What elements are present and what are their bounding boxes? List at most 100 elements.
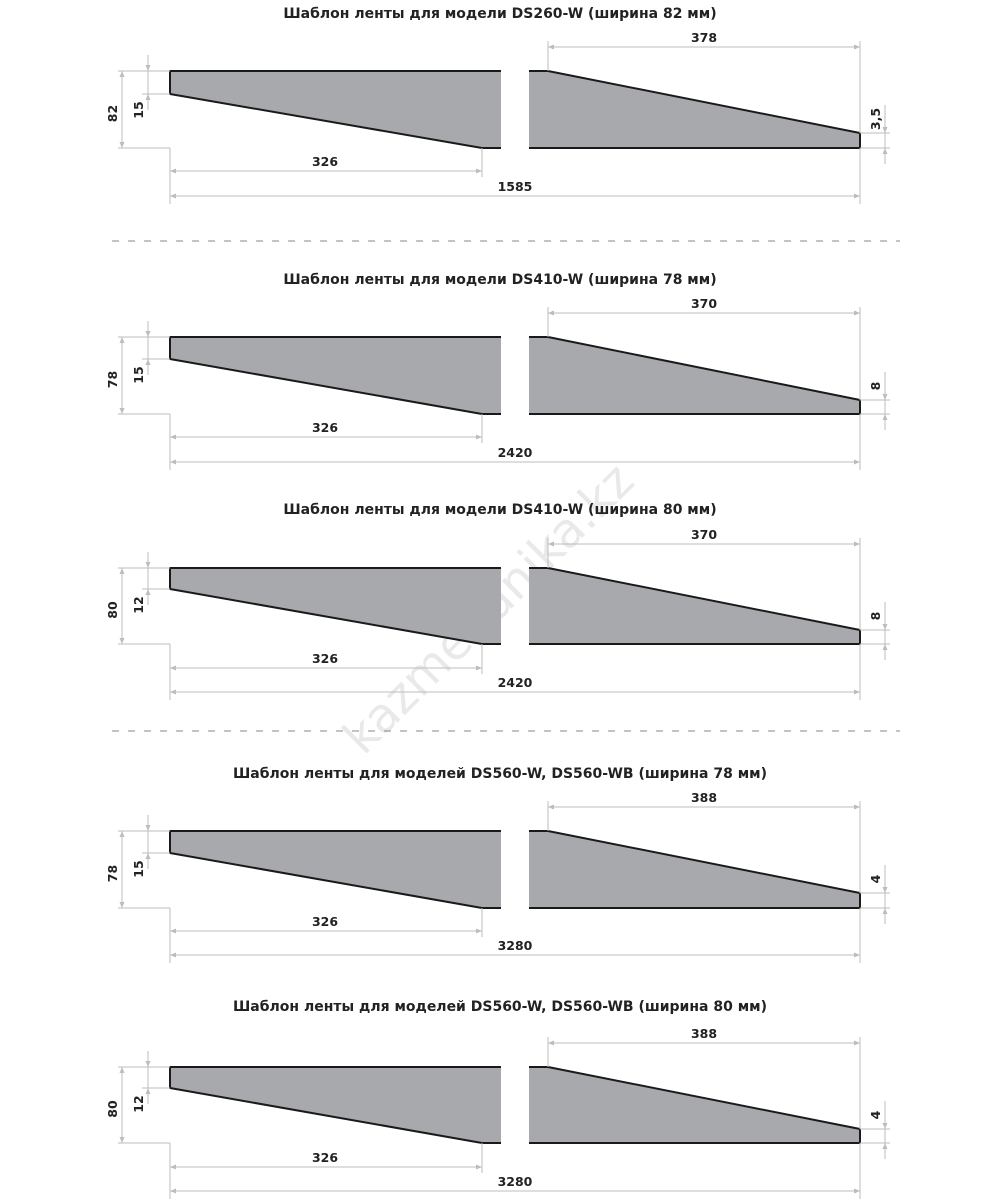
bottom-left-arrow-left bbox=[170, 1164, 176, 1170]
right-step-label: 4 bbox=[868, 874, 883, 883]
width-label: 80 bbox=[105, 1100, 120, 1118]
belt-left-part bbox=[170, 337, 501, 414]
total-arrow-right bbox=[854, 1188, 860, 1194]
bottom-left-arrow-left bbox=[170, 434, 176, 440]
total-arrow-left bbox=[170, 459, 176, 465]
bottom-left-arrow-right bbox=[476, 1164, 482, 1170]
top-right-arrow-right bbox=[854, 1040, 860, 1046]
belt-template-1: Шаблон ленты для модели DS260-W (ширина … bbox=[105, 6, 890, 204]
total-label: 3280 bbox=[498, 938, 533, 953]
right-step-arrow-top bbox=[882, 394, 888, 400]
total-label: 1585 bbox=[498, 179, 533, 194]
belt-template-2: Шаблон ленты для модели DS410-W (ширина … bbox=[105, 272, 890, 470]
left-step-arrow-bottom bbox=[145, 94, 151, 100]
width-arrow-bottom bbox=[119, 902, 125, 908]
left-step-arrow-top bbox=[145, 562, 151, 568]
top-right-label: 370 bbox=[691, 296, 717, 311]
right-step-arrow-top bbox=[882, 127, 888, 133]
bottom-left-arrow-left bbox=[170, 665, 176, 671]
belt-left-part bbox=[170, 568, 501, 644]
belt-right-part bbox=[529, 1067, 860, 1143]
width-arrow-bottom bbox=[119, 408, 125, 414]
right-step-arrow-bottom bbox=[882, 644, 888, 650]
bottom-left-arrow-right bbox=[476, 434, 482, 440]
top-right-arrow-left bbox=[548, 44, 554, 50]
width-arrow-bottom bbox=[119, 1137, 125, 1143]
left-step-label: 15 bbox=[131, 860, 146, 877]
belt-left-part bbox=[170, 831, 501, 908]
right-step-label: 8 bbox=[868, 382, 883, 391]
total-arrow-left bbox=[170, 952, 176, 958]
template-title: Шаблон ленты для модели DS410-W (ширина … bbox=[283, 272, 716, 288]
belt-left-part bbox=[170, 71, 501, 148]
left-step-arrow-top bbox=[145, 331, 151, 337]
right-step-arrow-bottom bbox=[882, 414, 888, 420]
belt-template-3: Шаблон ленты для модели DS410-W (ширина … bbox=[105, 502, 890, 700]
total-arrow-left bbox=[170, 193, 176, 199]
right-step-label: 4 bbox=[868, 1110, 883, 1119]
total-arrow-right bbox=[854, 459, 860, 465]
total-arrow-left bbox=[170, 689, 176, 695]
total-arrow-right bbox=[854, 689, 860, 695]
bottom-left-arrow-right bbox=[476, 928, 482, 934]
top-right-label: 378 bbox=[691, 30, 717, 45]
left-step-arrow-bottom bbox=[145, 359, 151, 365]
bottom-left-label: 326 bbox=[312, 914, 338, 929]
total-label: 3280 bbox=[498, 1174, 533, 1189]
belt-right-part bbox=[529, 71, 860, 148]
left-step-arrow-top bbox=[145, 65, 151, 71]
bottom-left-label: 326 bbox=[312, 154, 338, 169]
left-step-arrow-top bbox=[145, 1061, 151, 1067]
width-arrow-bottom bbox=[119, 638, 125, 644]
width-arrow-top bbox=[119, 568, 125, 574]
right-step-label: 3,5 bbox=[868, 108, 883, 130]
template-title: Шаблон ленты для модели DS410-W (ширина … bbox=[283, 502, 716, 518]
left-step-label: 15 bbox=[131, 101, 146, 118]
top-right-arrow-left bbox=[548, 804, 554, 810]
width-label: 82 bbox=[105, 105, 120, 122]
top-right-arrow-left bbox=[548, 310, 554, 316]
right-step-arrow-top bbox=[882, 1123, 888, 1129]
bottom-left-arrow-right bbox=[476, 168, 482, 174]
top-right-arrow-right bbox=[854, 44, 860, 50]
top-right-arrow-left bbox=[548, 1040, 554, 1046]
total-label: 2420 bbox=[498, 675, 533, 690]
left-step-label: 12 bbox=[131, 596, 146, 613]
width-arrow-top bbox=[119, 831, 125, 837]
width-arrow-bottom bbox=[119, 142, 125, 148]
template-title: Шаблон ленты для модели DS260-W (ширина … bbox=[283, 6, 716, 22]
width-label: 78 bbox=[105, 371, 120, 388]
bottom-left-arrow-right bbox=[476, 665, 482, 671]
left-step-arrow-bottom bbox=[145, 853, 151, 859]
left-step-arrow-bottom bbox=[145, 589, 151, 595]
template-title: Шаблон ленты для моделей DS560-W, DS560-… bbox=[233, 766, 767, 782]
left-step-arrow-bottom bbox=[145, 1088, 151, 1094]
total-arrow-right bbox=[854, 193, 860, 199]
top-right-arrow-right bbox=[854, 804, 860, 810]
width-label: 78 bbox=[105, 865, 120, 882]
width-arrow-top bbox=[119, 71, 125, 77]
bottom-left-arrow-left bbox=[170, 168, 176, 174]
belt-template-4: Шаблон ленты для моделей DS560-W, DS560-… bbox=[105, 766, 890, 963]
right-step-arrow-bottom bbox=[882, 908, 888, 914]
bottom-left-arrow-left bbox=[170, 928, 176, 934]
belt-right-part bbox=[529, 831, 860, 908]
top-right-arrow-right bbox=[854, 310, 860, 316]
top-right-arrow-right bbox=[854, 541, 860, 547]
top-right-arrow-left bbox=[548, 541, 554, 547]
top-right-label: 388 bbox=[691, 1026, 717, 1041]
right-step-arrow-top bbox=[882, 624, 888, 630]
bottom-left-label: 326 bbox=[312, 420, 338, 435]
belt-left-part bbox=[170, 1067, 501, 1143]
width-label: 80 bbox=[105, 601, 120, 619]
left-step-label: 12 bbox=[131, 1095, 146, 1112]
right-step-arrow-bottom bbox=[882, 148, 888, 154]
right-step-arrow-top bbox=[882, 887, 888, 893]
top-right-label: 388 bbox=[691, 790, 717, 805]
belt-right-part bbox=[529, 568, 860, 644]
total-arrow-left bbox=[170, 1188, 176, 1194]
bottom-left-label: 326 bbox=[312, 1150, 338, 1165]
width-arrow-top bbox=[119, 1067, 125, 1073]
total-arrow-right bbox=[854, 952, 860, 958]
